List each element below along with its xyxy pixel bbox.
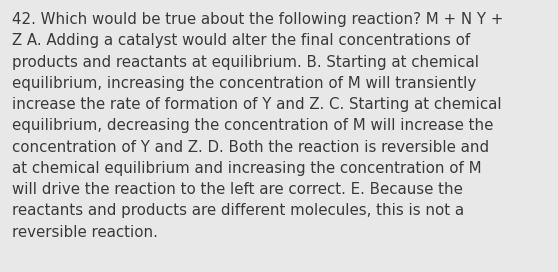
Text: 42. Which would be true about the following reaction? M + N Y +
Z A. Adding a ca: 42. Which would be true about the follow… bbox=[12, 12, 504, 240]
